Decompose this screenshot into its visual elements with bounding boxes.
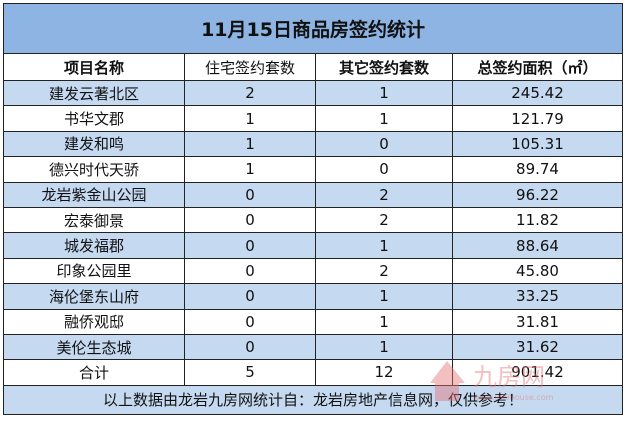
table-row: 融侨观邸 0 1 31.81 xyxy=(3,308,624,335)
total-area: 901.42 xyxy=(451,359,624,386)
table-row: 书华文郡 1 1 121.79 xyxy=(3,105,624,132)
project-name: 美伦生态城 xyxy=(3,333,185,361)
other-count: 1 xyxy=(315,308,453,335)
header-area: 总签约面积（㎡） xyxy=(451,53,624,81)
table-row: 宏泰御景 0 2 11.82 xyxy=(3,206,624,234)
residential-count: 2 xyxy=(184,79,316,107)
total-area: 11.82 xyxy=(451,206,624,234)
header-row: 项目名称 住宅签约套数 其它签约套数 总签约面积（㎡） xyxy=(3,53,624,81)
total-area: 88.64 xyxy=(451,232,624,259)
residential-count: 0 xyxy=(184,283,316,310)
title-row: 11月15日商品房签约统计 xyxy=(2,3,624,54)
other-count: 1 xyxy=(315,283,453,310)
other-count: 1 xyxy=(315,333,453,361)
project-name: 城发福郡 xyxy=(3,232,185,259)
total-area: 105.31 xyxy=(451,130,624,158)
total-area: 96.22 xyxy=(451,181,624,208)
table-row: 建发云著北区 2 1 245.42 xyxy=(3,79,624,107)
total-area: 31.62 xyxy=(451,333,624,361)
signing-stats-table: 11月15日商品房签约统计 项目名称 住宅签约套数 其它签约套数 总签约面积（㎡… xyxy=(2,3,624,415)
residential-count: 0 xyxy=(184,257,316,285)
table-row: 城发福郡 0 1 88.64 xyxy=(3,232,624,259)
residential-count: 1 xyxy=(184,130,316,158)
other-count: 0 xyxy=(315,156,453,183)
table-row: 美伦生态城 0 1 31.62 xyxy=(3,333,624,361)
header-project: 项目名称 xyxy=(3,53,185,81)
project-name: 宏泰御景 xyxy=(3,206,185,234)
total-area: 33.25 xyxy=(451,283,624,310)
project-name: 德兴时代天骄 xyxy=(3,156,185,183)
table-row: 海伦堡东山府 0 1 33.25 xyxy=(3,283,624,310)
other-count: 2 xyxy=(315,206,453,234)
table-row: 龙岩紫金山公园 0 2 96.22 xyxy=(3,181,624,208)
total-label: 合计 xyxy=(3,359,185,386)
footer-row: 以上数据由龙岩九房网统计自：龙岩房地产信息网，仅供参考！ xyxy=(2,384,624,415)
total-area: 31.81 xyxy=(451,308,624,335)
residential-count: 1 xyxy=(184,105,316,132)
total-area: 245.42 xyxy=(451,79,624,107)
residential-count: 0 xyxy=(184,232,316,259)
table-row: 德兴时代天骄 1 0 89.74 xyxy=(3,156,624,183)
project-name: 建发和鸣 xyxy=(3,130,185,158)
residential-count: 1 xyxy=(184,156,316,183)
other-count: 1 xyxy=(315,232,453,259)
residential-count: 0 xyxy=(184,333,316,361)
total-area: 121.79 xyxy=(451,105,624,132)
residential-count: 0 xyxy=(184,206,316,234)
project-name: 龙岩紫金山公园 xyxy=(3,181,185,208)
project-name: 海伦堡东山府 xyxy=(3,283,185,310)
project-name: 融侨观邸 xyxy=(3,308,185,335)
table-row: 建发和鸣 1 0 105.31 xyxy=(3,130,624,158)
residential-count: 0 xyxy=(184,308,316,335)
total-area: 89.74 xyxy=(451,156,624,183)
project-name: 建发云著北区 xyxy=(3,79,185,107)
project-name: 印象公园里 xyxy=(3,257,185,285)
header-residential: 住宅签约套数 xyxy=(184,53,316,81)
other-count: 2 xyxy=(315,257,453,285)
total-other: 12 xyxy=(315,359,453,386)
project-name: 书华文郡 xyxy=(3,105,185,132)
total-row: 合计 5 12 901.42 xyxy=(3,359,624,386)
total-residential: 5 xyxy=(184,359,316,386)
footer-note: 以上数据由龙岩九房网统计自：龙岩房地产信息网，仅供参考！ xyxy=(2,384,624,415)
table-title: 11月15日商品房签约统计 xyxy=(2,3,624,54)
other-count: 0 xyxy=(315,130,453,158)
other-count: 1 xyxy=(315,79,453,107)
table-row: 印象公园里 0 2 45.80 xyxy=(3,257,624,285)
residential-count: 0 xyxy=(184,181,316,208)
header-other: 其它签约套数 xyxy=(315,53,453,81)
total-area: 45.80 xyxy=(451,257,624,285)
other-count: 1 xyxy=(315,105,453,132)
other-count: 2 xyxy=(315,181,453,208)
